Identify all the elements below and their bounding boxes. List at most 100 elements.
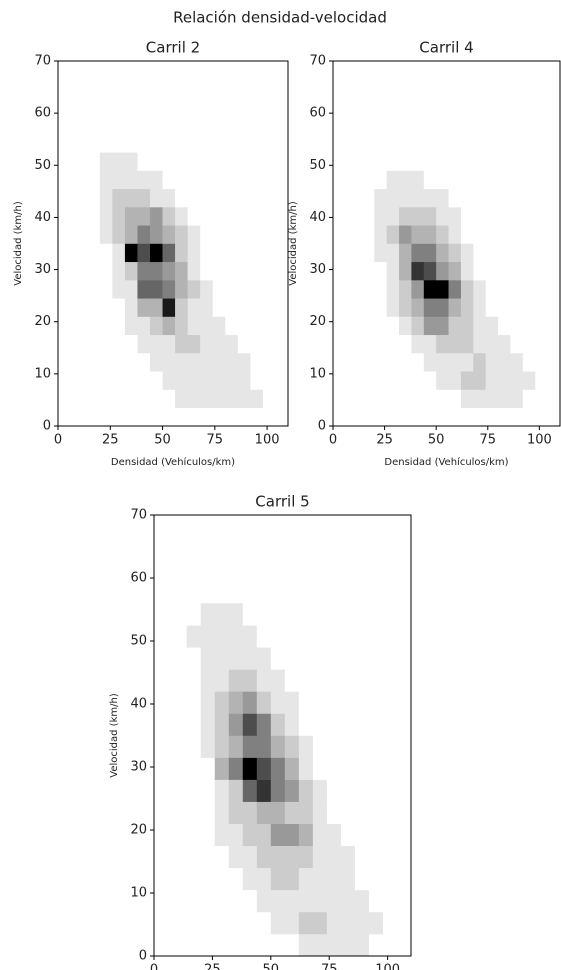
heatmap-cell [228, 647, 244, 670]
heatmap-cell [312, 933, 328, 957]
heatmap-cell [510, 225, 524, 244]
heatmap-cell [137, 280, 151, 299]
heatmap-cell [386, 316, 400, 336]
heatmap-cell [535, 316, 548, 336]
chart-title: Carril 5 [255, 493, 309, 511]
x-tick-label: 50 [263, 963, 280, 970]
heatmap-cell [368, 669, 384, 692]
heatmap-cell [112, 225, 126, 244]
heatmap-cell [326, 757, 342, 780]
x-tick-label: 50 [428, 433, 445, 448]
heatmap-cell [242, 867, 258, 891]
heatmap-cell [175, 353, 188, 372]
heatmap-cell [112, 134, 126, 153]
heatmap-cell [187, 261, 201, 281]
heatmap-cell [522, 353, 536, 372]
heatmap-cell [284, 691, 300, 714]
heatmap-cell [262, 389, 276, 409]
heatmap-cell [150, 407, 163, 427]
heatmap-cell [112, 353, 126, 372]
heatmap-cell [200, 889, 216, 913]
heatmap-cell [473, 353, 487, 372]
heatmap-cell [187, 407, 201, 427]
heatmap-cell [382, 603, 398, 626]
heatmap-cell [423, 334, 437, 354]
heatmap-cell [124, 371, 138, 390]
heatmap-cell [411, 280, 425, 299]
heatmap-cell [361, 207, 375, 226]
heatmap-cell [175, 152, 188, 171]
heatmap-cell [510, 334, 524, 354]
heatmap-cell [228, 801, 244, 824]
heatmap-cell [374, 298, 387, 317]
heatmap-cell [382, 889, 398, 913]
heatmap-cell [498, 298, 511, 317]
heatmap-cell [225, 371, 239, 390]
heatmap-cell [200, 152, 214, 171]
heatmap-cell [237, 316, 251, 336]
heatmap-cell [436, 316, 449, 336]
heatmap-cell [214, 801, 230, 824]
x-tick-label: 100 [375, 963, 400, 970]
heatmap-cell [522, 134, 536, 153]
heatmap-cell [326, 691, 342, 714]
heatmap-cell [262, 298, 276, 317]
heatmap-cell [411, 225, 425, 244]
heatmap-cell [436, 407, 449, 427]
plot-frame [57, 60, 289, 427]
y-tick-label: 30 [130, 760, 147, 775]
heatmap-cell [175, 188, 188, 208]
heatmap-cell [411, 371, 425, 390]
heatmap-cell [262, 207, 276, 226]
heatmap-cell [137, 225, 151, 244]
heatmap-cell [312, 757, 328, 780]
heatmap-cell [256, 867, 272, 891]
heatmap-cell [522, 371, 536, 390]
heatmap-cell [162, 261, 176, 281]
heatmap-cell [200, 261, 214, 281]
heatmap-cell [298, 911, 314, 935]
heatmap-cell [423, 280, 437, 299]
heatmap-cell [284, 603, 300, 626]
heatmap-cell [150, 170, 163, 190]
heatmap-cell [340, 669, 356, 692]
heatmap-cell [112, 152, 126, 171]
x-tick-label: 0 [329, 433, 337, 448]
heatmap-cell [423, 225, 437, 244]
heatmap-cell [326, 735, 342, 758]
heatmap-cell [423, 371, 437, 390]
heatmap-cell [187, 152, 201, 171]
heatmap-cell [498, 152, 511, 171]
heatmap-cell [312, 779, 328, 802]
heatmap-cell [250, 334, 264, 354]
heatmap-cell [298, 757, 314, 780]
heatmap-cell [87, 280, 101, 299]
heatmap-cell [361, 134, 375, 153]
heatmap-cell [448, 280, 462, 299]
heatmap-cell [386, 170, 400, 190]
y-tick-label: 0 [318, 419, 326, 434]
heatmap-cell [485, 134, 499, 153]
heatmap-cell [340, 801, 356, 824]
heatmap-cell [386, 353, 400, 372]
heatmap-cell [250, 134, 264, 153]
heatmap-cell [510, 280, 524, 299]
heatmap-cell [214, 713, 230, 736]
heatmap-cell [262, 134, 276, 153]
heatmap-cell [374, 316, 387, 336]
heatmap-cell [242, 801, 258, 824]
heatmap-cell [200, 134, 214, 153]
heatmap-cell [361, 243, 375, 263]
heatmap-cell [340, 889, 356, 913]
y-tick-label: 50 [309, 158, 326, 173]
heatmap-cell [212, 207, 226, 226]
heatmap-cell [270, 845, 286, 869]
heatmap-cell [374, 280, 387, 299]
heatmap-cell [460, 280, 474, 299]
heatmap-cell [473, 243, 487, 263]
heatmap-cell [423, 152, 437, 171]
heatmap-cell [436, 170, 449, 190]
heatmap-cell [460, 152, 474, 171]
heatmap-cell [214, 735, 230, 758]
y-tick-label: 60 [34, 106, 51, 121]
